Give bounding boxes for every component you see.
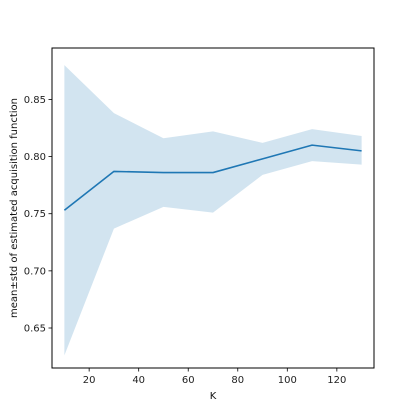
y-tick-label: 0.75 [24, 209, 46, 220]
y-tick-label: 0.85 [24, 95, 46, 106]
x-tick-label: 80 [231, 375, 244, 386]
y-axis-label: mean±std of estimated acquisition functi… [9, 98, 20, 318]
y-tick-label: 0.70 [24, 266, 46, 277]
x-tick-label: 20 [83, 375, 96, 386]
axis-ticks: 20 40 60 80 100 120 0.65 0.70 0.75 0.80 0.85 [24, 95, 347, 386]
x-tick-label: 40 [132, 375, 145, 386]
y-tick-label: 0.65 [24, 324, 46, 335]
x-tick-label: 100 [278, 375, 297, 386]
std-band [64, 65, 362, 356]
plot-area [63, 65, 362, 356]
x-axis-label: K [210, 391, 217, 402]
x-tick-label: 60 [182, 375, 195, 386]
plot-frame [51, 47, 375, 369]
x-tick-label: 120 [327, 375, 346, 386]
y-tick-label: 0.80 [24, 152, 46, 163]
